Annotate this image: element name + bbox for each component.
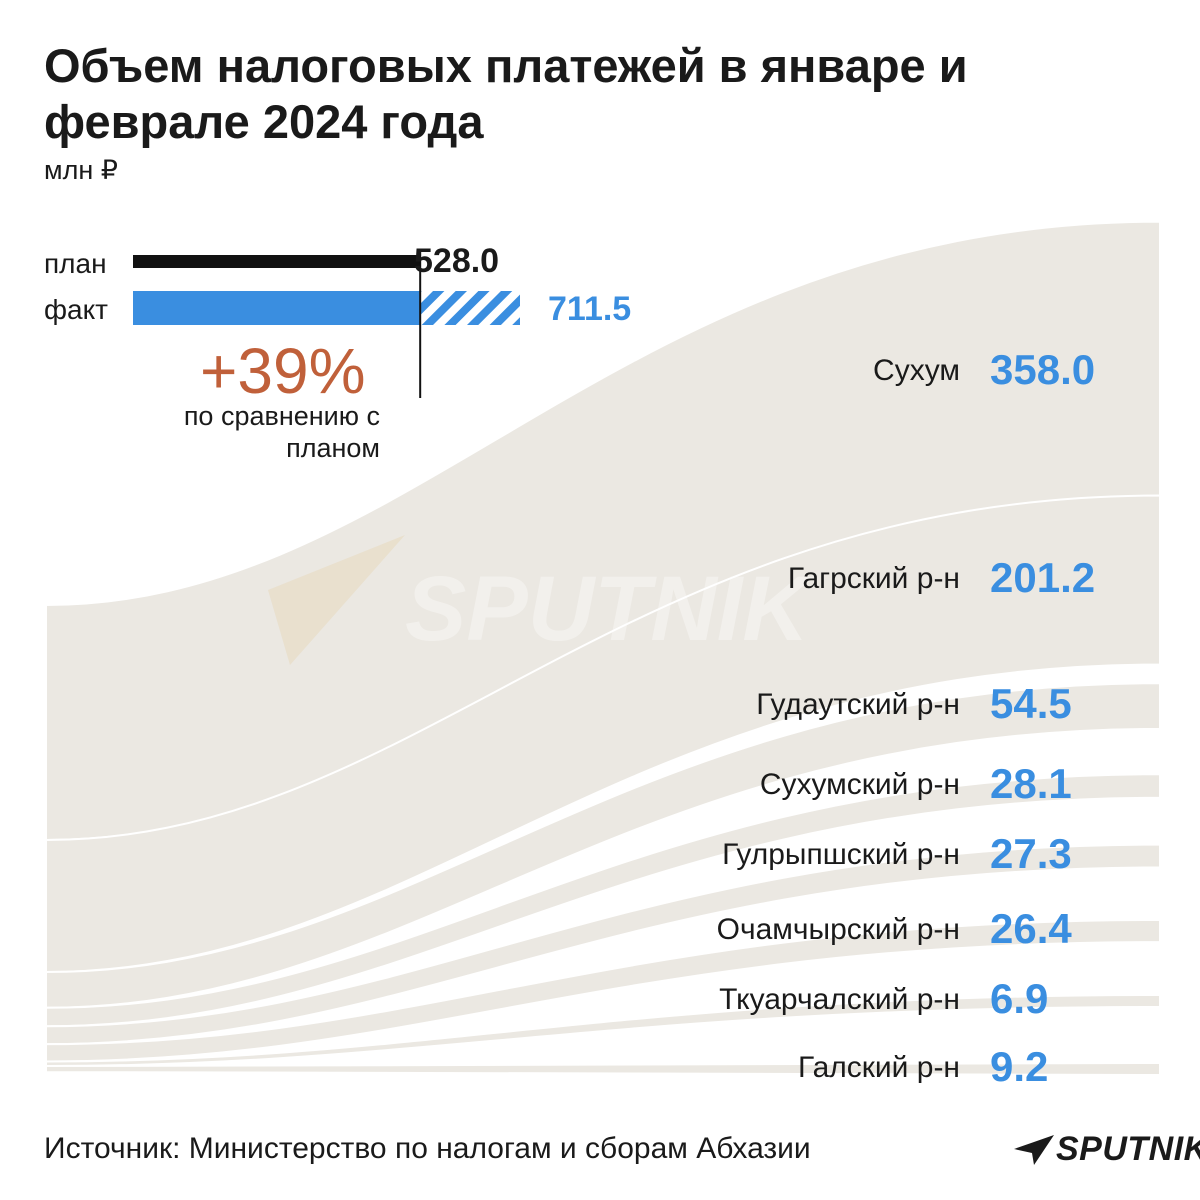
unit-label: млн ₽ (44, 155, 118, 185)
sankey-flows (45, 220, 1161, 1077)
region-value: 27.3 (990, 830, 1072, 877)
watermark-logo-icon (268, 535, 405, 665)
source-note: Источник: Министерство по налогам и сбор… (44, 1132, 811, 1165)
fact-excess-bar (420, 291, 520, 325)
watermark: SPUTNIK (268, 535, 815, 665)
chart-title: Объем налоговых платежей в январе и февр… (44, 39, 968, 148)
flow-7 (45, 1061, 1161, 1077)
region-label: Гулрыпшский р-н (722, 838, 960, 871)
region-value: 9.2 (990, 1043, 1049, 1090)
region-label: Сухум (873, 354, 960, 387)
flow-5 (45, 918, 1161, 1063)
fact-value: 711.5 (548, 290, 632, 328)
percent-note: по сравнению с планом (183, 401, 380, 463)
watermark-text: SPUTNIK (405, 558, 815, 660)
sputnik-logo[interactable]: SPUTNIK (1012, 1130, 1200, 1169)
region-label: Гагрский р-н (787, 562, 960, 595)
region-value: 358.0 (990, 346, 1096, 393)
fact-bar (133, 291, 421, 325)
region-label: Галский р-н (798, 1051, 960, 1084)
plan-fact-bars (133, 250, 520, 398)
flow-2 (45, 682, 1161, 1009)
logo-text: SPUTNIK (1056, 1130, 1200, 1168)
region-value: 28.1 (990, 760, 1072, 807)
region-label: Ткуарчалский р-н (719, 983, 960, 1016)
region-value: 54.5 (990, 680, 1072, 727)
region-value: 6.9 (990, 975, 1049, 1022)
region-value: 26.4 (990, 905, 1072, 952)
flow-1 (45, 494, 1161, 974)
flow-4 (45, 843, 1161, 1046)
region-label: Гудаутский р-н (756, 688, 960, 721)
plan-label: план (44, 248, 107, 279)
region-value: 201.2 (990, 554, 1096, 601)
fact-label: факт (44, 294, 108, 325)
flow-3 (45, 773, 1161, 1028)
flow-6 (45, 993, 1161, 1068)
sputnik-arrow-icon (1014, 1134, 1054, 1165)
percent-over-plan: +39% (200, 335, 366, 407)
plan-bar (133, 255, 421, 268)
region-label: Сухумский р-н (759, 768, 960, 801)
plan-value: 528.0 (414, 242, 500, 280)
region-label: Очамчырский р-н (716, 913, 960, 946)
